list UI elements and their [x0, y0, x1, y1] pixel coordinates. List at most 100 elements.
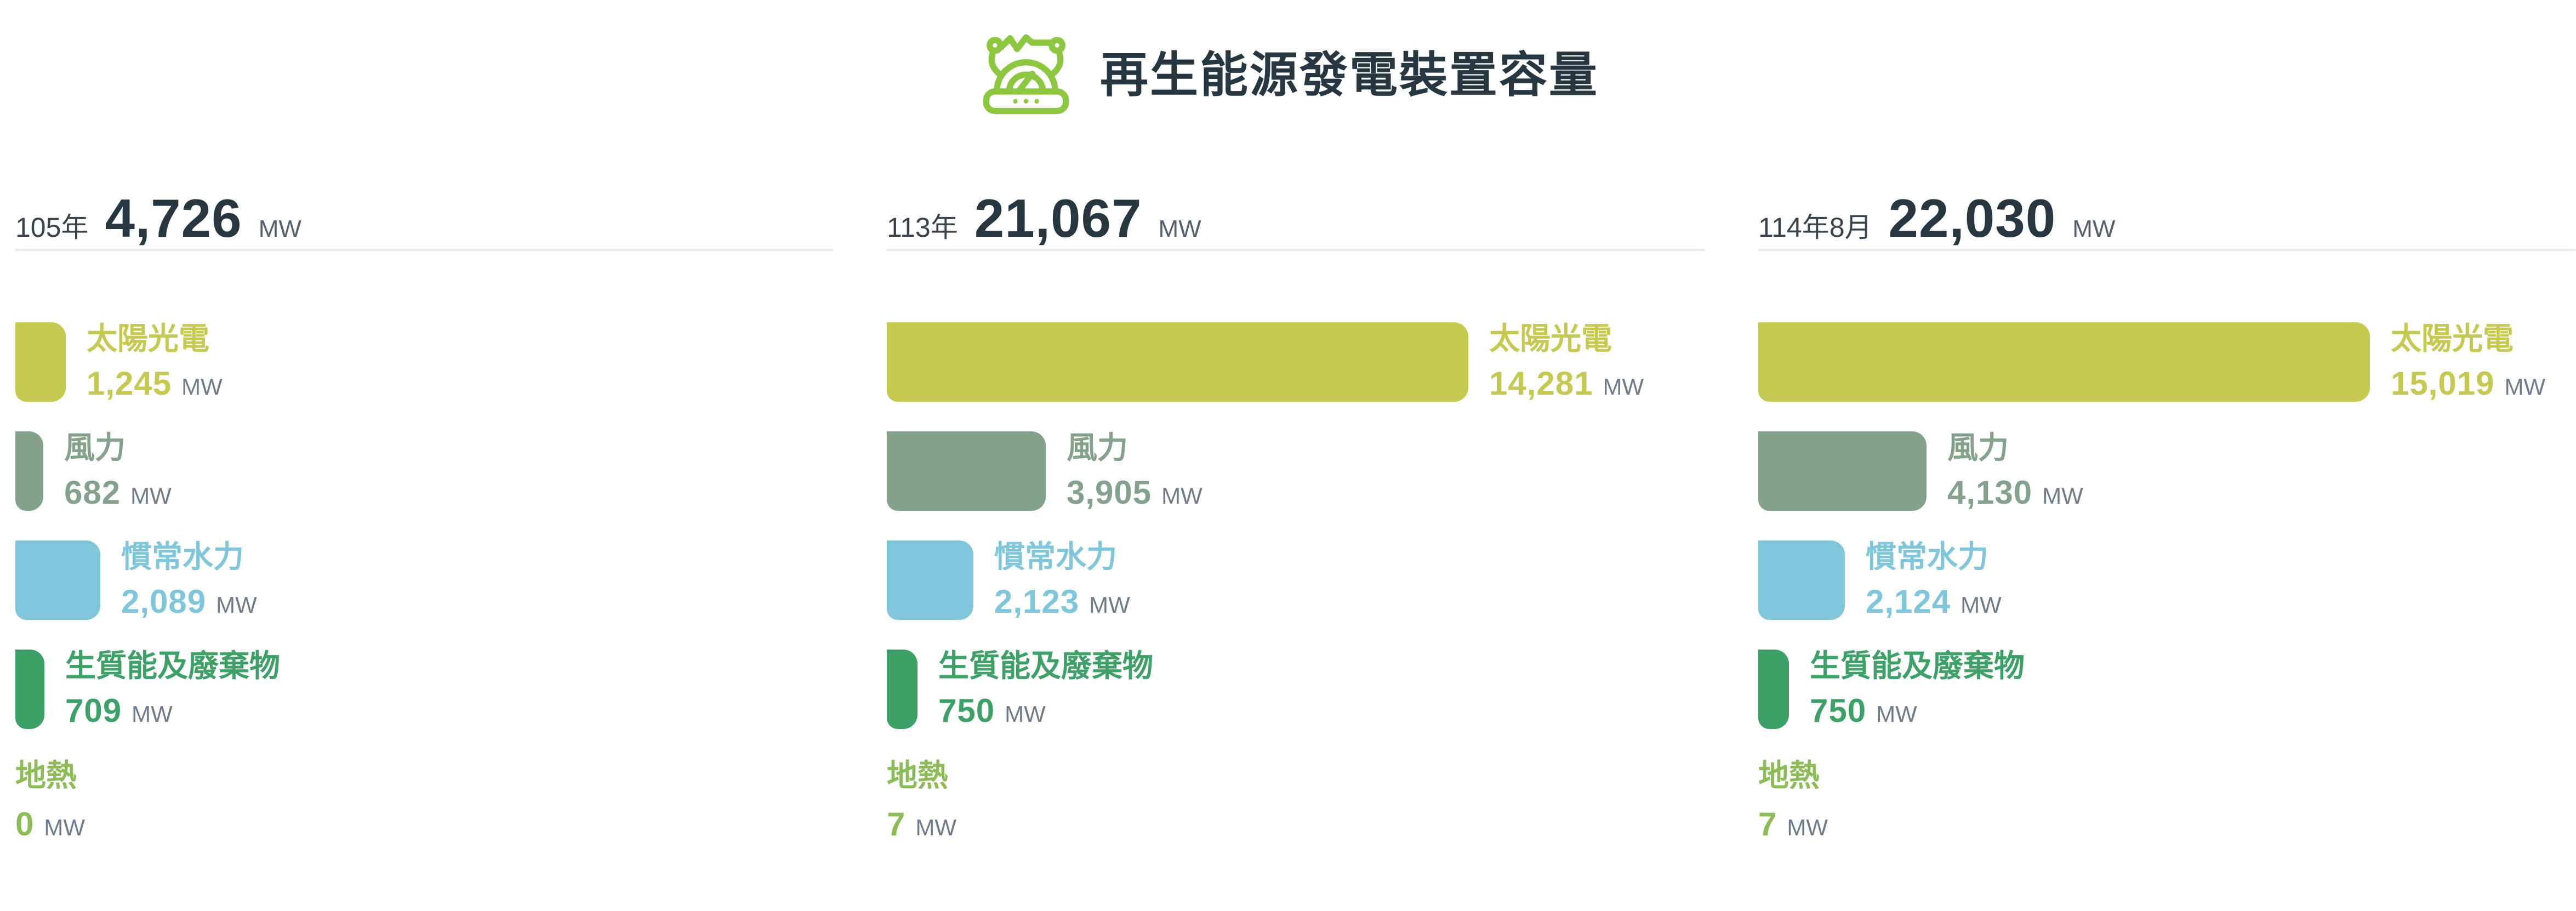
bar-valueline: 7 MW [1758, 805, 1828, 843]
bar-unit: MW [2504, 374, 2546, 400]
bar-valueline: 750 MW [938, 692, 1153, 730]
biomass-row: 生質能及廢棄物 750 MW [887, 648, 1705, 730]
row-text: 地熱 0 MW [15, 758, 85, 843]
bar-valueline: 1,245 MW [87, 365, 223, 402]
biomass-row: 生質能及廢棄物 709 MW [15, 648, 833, 730]
bar-value: 7 [887, 805, 906, 842]
bar-valueline: 2,089 MW [121, 583, 257, 620]
wind-bar[interactable] [887, 431, 1046, 511]
row-text: 生質能及廢棄物 750 MW [938, 648, 1153, 730]
biomass-bar[interactable] [1758, 650, 1789, 729]
bar-valueline: 750 MW [1810, 692, 2025, 730]
bar-valueline: 7 MW [887, 805, 956, 843]
solar-row: 太陽光電 15,019 MW [1758, 321, 2576, 402]
hydro-bar[interactable] [887, 540, 973, 620]
period-total: 4,726 [105, 188, 242, 248]
bar-label: 風力 [1947, 430, 2009, 465]
hydro-row: 慣常水力 2,124 MW [1758, 539, 2576, 621]
bar-unit: MW [1161, 483, 1202, 509]
bar-valueline: 15,019 MW [2391, 365, 2545, 402]
wind-row: 風力 3,905 MW [887, 430, 1705, 511]
rows: 太陽光電 1,245 MW 風力 682 MW 慣常水力 [15, 321, 833, 843]
hydro-bar[interactable] [15, 540, 100, 620]
bar-label: 風力 [64, 430, 126, 465]
bar-label: 地熱 [887, 758, 948, 793]
bar-unit: MW [1876, 701, 1917, 727]
bar-label: 太陽光電 [87, 321, 209, 356]
period-label: 114年8月 [1758, 212, 1872, 243]
biomass-row: 生質能及廢棄物 750 MW [1758, 648, 2576, 730]
bar-label: 地熱 [15, 758, 77, 793]
row-text: 生質能及廢棄物 709 MW [65, 648, 280, 730]
bar-label: 生質能及廢棄物 [938, 648, 1153, 683]
bar-value: 2,089 [121, 583, 207, 620]
hydro-bar[interactable] [1758, 540, 1845, 620]
hydro-row: 慣常水力 2,123 MW [887, 539, 1705, 621]
solar-bar[interactable] [15, 322, 66, 402]
geothermal-row: 地熱 0 MW [15, 758, 833, 843]
bar-label: 太陽光電 [2391, 321, 2514, 356]
bar-label: 地熱 [1758, 758, 1820, 793]
bar-value: 14,281 [1489, 365, 1593, 402]
header-divider [1758, 249, 2576, 251]
bar-unit: MW [216, 592, 257, 618]
bar-valueline: 14,281 MW [1489, 365, 1644, 402]
bar-value: 2,123 [994, 583, 1080, 620]
row-text: 慣常水力 2,124 MW [1866, 539, 2002, 621]
bar-valueline: 0 MW [15, 805, 85, 843]
bar-value: 7 [1758, 805, 1777, 842]
bar-valueline: 3,905 MW [1067, 474, 1202, 511]
row-text: 太陽光電 1,245 MW [87, 321, 223, 403]
wind-bar[interactable] [1758, 431, 1927, 511]
row-text: 風力 4,130 MW [1947, 430, 2083, 512]
bar-value: 4,130 [1947, 474, 2033, 511]
row-text: 太陽光電 14,281 MW [1489, 321, 1644, 403]
bar-label: 生質能及廢棄物 [65, 648, 280, 683]
hydro-row: 慣常水力 2,089 MW [15, 539, 833, 621]
wind-bar[interactable] [15, 431, 43, 511]
bar-valueline: 2,123 MW [994, 583, 1130, 620]
bar-unit: MW [181, 374, 223, 400]
bar-label: 太陽光電 [1489, 321, 1612, 356]
wind-row: 風力 4,130 MW [1758, 430, 2576, 512]
geothermal-row: 地熱 7 MW [887, 758, 1705, 843]
bar-unit: MW [1005, 701, 1046, 727]
biomass-bar[interactable] [887, 650, 917, 729]
biomass-bar[interactable] [15, 650, 44, 729]
bar-value: 682 [64, 474, 121, 511]
row-text: 地熱 7 MW [1758, 758, 1828, 843]
bar-valueline: 4,130 MW [1947, 474, 2083, 511]
bar-value: 15,019 [2391, 365, 2495, 402]
period-label: 105年 [15, 212, 89, 243]
period-header: 114年8月 22,030 MW [1758, 187, 2576, 248]
header-divider [15, 249, 833, 251]
solar-bar[interactable] [887, 322, 1468, 402]
solar-row: 太陽光電 14,281 MW [887, 321, 1705, 403]
solar-bar[interactable] [1758, 322, 2370, 402]
bar-label: 慣常水力 [994, 539, 1117, 574]
bar-unit: MW [130, 483, 172, 509]
bar-unit: MW [44, 814, 86, 840]
header-divider [887, 249, 1705, 251]
row-text: 慣常水力 2,123 MW [994, 539, 1130, 621]
bar-label: 慣常水力 [1866, 539, 1988, 574]
bar-value: 1,245 [87, 365, 172, 402]
bar-value: 709 [65, 692, 122, 730]
solar-row: 太陽光電 1,245 MW [15, 321, 833, 403]
bar-unit: MW [1603, 374, 1644, 400]
row-text: 地熱 7 MW [887, 758, 956, 843]
bar-value: 2,124 [1866, 583, 1951, 620]
period-column: 105年 4,726 MW 太陽光電 1,245 MW 風力 682 [15, 187, 833, 873]
bar-label: 風力 [1067, 430, 1128, 465]
page-title: 再生能源發電裝置容量 [1099, 47, 1599, 102]
period-total: 22,030 [1888, 188, 2056, 248]
wind-row: 風力 682 MW [15, 430, 833, 511]
period-header: 105年 4,726 MW [15, 187, 833, 248]
period-column: 113年 21,067 MW 太陽光電 14,281 MW 風力 3,90 [887, 187, 1705, 873]
geothermal-row: 地熱 7 MW [1758, 758, 2576, 843]
rows: 太陽光電 15,019 MW 風力 4,130 MW 慣常水力 [1758, 321, 2576, 843]
bar-value: 750 [938, 692, 995, 730]
bar-label: 慣常水力 [121, 539, 244, 574]
row-text: 慣常水力 2,089 MW [121, 539, 257, 621]
title-bar: 再生能源發電裝置容量 [0, 0, 2576, 122]
